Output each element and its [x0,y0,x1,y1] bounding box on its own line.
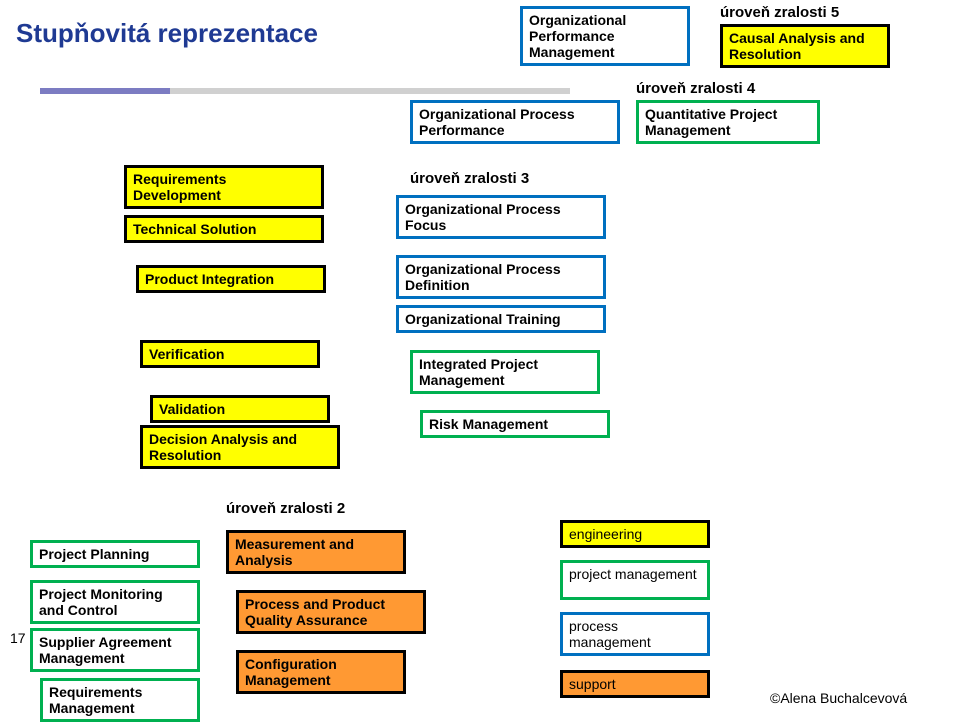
level2-pm-box-1: Project Monitoring and Control [30,580,200,624]
level5-box-opm: Organizational Performance Management [520,6,690,66]
level3-right-box-0: Organizational Process Focus [396,195,606,239]
level3-eng-box-4: Validation [150,395,330,423]
slide-title: Stupňovitá reprezentace [16,18,318,49]
legend-item-2: process management [560,612,710,656]
level3-label: úroveň zralosti 3 [410,170,529,187]
level4-label: úroveň zralosti 4 [636,80,755,97]
level2-support-box-1: Process and Product Quality Assurance [236,590,426,634]
level2-pm-box-3: Requirements Management [40,678,200,722]
level3-right-box-2: Organizational Training [396,305,606,333]
level3-eng-box-2: Product Integration [136,265,326,293]
footer-credit: ©Alena Buchalcevová [770,690,907,706]
level5-box-car: Causal Analysis and Resolution [720,24,890,68]
level3-right-box-3: Integrated Project Management [410,350,600,394]
level3-eng-box-0: Requirements Development [124,165,324,209]
level3-eng-box-3: Verification [140,340,320,368]
page-number: 17 [10,630,26,646]
legend-item-0: engineering [560,520,710,548]
level2-pm-box-2: Supplier Agreement Management [30,628,200,672]
level2-support-box-2: Configuration Management [236,650,406,694]
level3-eng-box-1: Technical Solution [124,215,324,243]
level2-support-box-0: Measurement and Analysis [226,530,406,574]
legend-item-1: project management [560,560,710,600]
level5-label: úroveň zralosti 5 [720,4,839,21]
title-underline-purple [40,88,170,94]
level2-label: úroveň zralosti 2 [226,500,345,517]
legend-item-3: support [560,670,710,698]
level4-box-opp: Organizational Process Performance [410,100,620,144]
level3-right-box-4: Risk Management [420,410,610,438]
level3-eng-box-5: Decision Analysis and Resolution [140,425,340,469]
level2-pm-box-0: Project Planning [30,540,200,568]
level3-right-box-1: Organizational Process Definition [396,255,606,299]
level4-box-qpm: Quantitative Project Management [636,100,820,144]
title-underline-grey [170,88,570,94]
